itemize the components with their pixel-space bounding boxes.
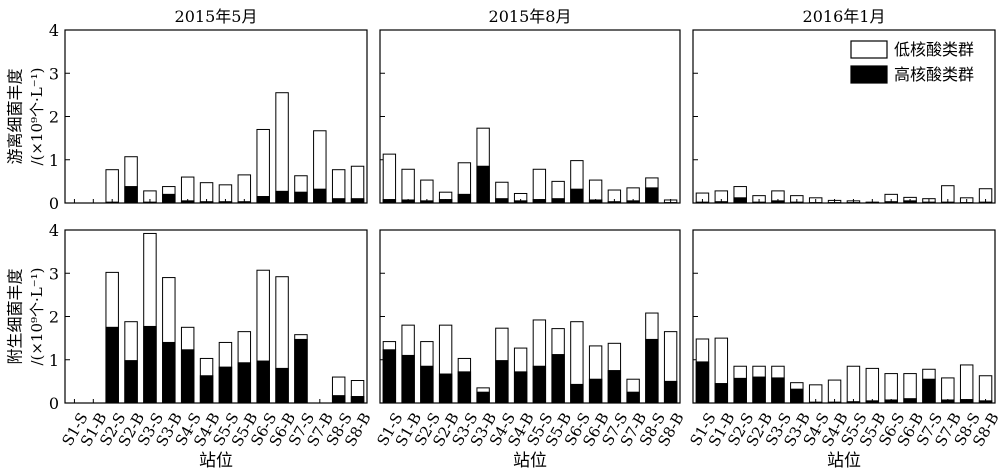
bar-low-nucleic <box>350 165 365 204</box>
x-axis-label: 站位 <box>827 451 861 471</box>
bar-high-nucleic <box>476 165 490 204</box>
bar-high-nucleic <box>532 365 547 404</box>
legend-label: 低核酸类群 <box>894 40 974 59</box>
bar-low-nucleic <box>978 375 993 404</box>
x-axis-label: 站位 <box>199 451 233 471</box>
bar-low-nucleic <box>401 168 415 204</box>
bar-high-nucleic <box>607 370 622 404</box>
bar-high-nucleic <box>695 361 710 404</box>
y-tick-label: 2 <box>49 308 59 327</box>
y-tick-label: 2 <box>49 108 59 127</box>
panel-frame <box>379 29 681 204</box>
bar-low-nucleic <box>846 365 861 404</box>
bar-high-nucleic <box>237 362 252 404</box>
bar-high-nucleic <box>513 371 528 404</box>
legend-swatch <box>850 40 888 59</box>
bar-high-nucleic <box>124 360 138 404</box>
bar-high-nucleic <box>162 341 176 404</box>
bar-high-nucleic <box>218 366 233 404</box>
bar-low-nucleic <box>105 169 119 204</box>
y-tick-label: 4 <box>49 221 59 240</box>
column-title: 2016年1月 <box>803 7 886 26</box>
x-axis-label: 站位 <box>513 451 547 471</box>
y-tick-label: 1 <box>49 151 59 170</box>
bar-high-nucleic <box>551 354 565 404</box>
bar-low-nucleic <box>237 174 252 204</box>
y-axis-label: 游离细菌丰度 <box>6 68 25 164</box>
column-title: 2015年5月 <box>175 7 258 26</box>
legend-swatch <box>850 65 888 84</box>
bar-low-nucleic <box>959 364 974 404</box>
bar-low-nucleic <box>865 367 880 404</box>
bar-high-nucleic <box>645 338 659 404</box>
bar-low-nucleic <box>884 373 898 404</box>
bar-high-nucleic <box>105 326 119 404</box>
bar-low-nucleic <box>331 169 346 204</box>
bar-high-nucleic <box>420 365 434 404</box>
y-tick-label: 4 <box>49 21 59 40</box>
bar-low-nucleic <box>382 153 397 204</box>
y-tick-label: 0 <box>49 394 59 413</box>
column-title: 2015年8月 <box>489 7 572 26</box>
bar-high-nucleic <box>199 375 214 404</box>
y-axis-label: 附生细菌丰度 <box>6 268 25 364</box>
y-tick-label: 3 <box>49 64 59 83</box>
bar-high-nucleic <box>457 371 472 404</box>
bar-high-nucleic <box>180 349 195 404</box>
y-axis-unit: /(×10⁹个·L⁻¹) <box>28 67 46 165</box>
bar-low-nucleic <box>532 168 547 204</box>
y-tick-label: 3 <box>49 264 59 283</box>
y-tick-label: 0 <box>49 194 59 213</box>
y-axis-unit: /(×10⁹个·L⁻¹) <box>28 267 46 365</box>
bar-low-nucleic <box>275 92 289 204</box>
bar-high-nucleic <box>401 354 415 404</box>
bar-low-nucleic <box>256 128 270 204</box>
y-tick-label: 1 <box>49 351 59 370</box>
bar-high-nucleic <box>256 360 270 404</box>
bar-high-nucleic <box>143 325 157 404</box>
bar-high-nucleic <box>438 373 453 404</box>
legend-label: 高核酸类群 <box>894 65 974 84</box>
bar-high-nucleic <box>382 349 397 404</box>
bar-high-nucleic <box>275 367 289 404</box>
bar-high-nucleic <box>495 360 509 404</box>
bar-high-nucleic <box>294 338 308 404</box>
